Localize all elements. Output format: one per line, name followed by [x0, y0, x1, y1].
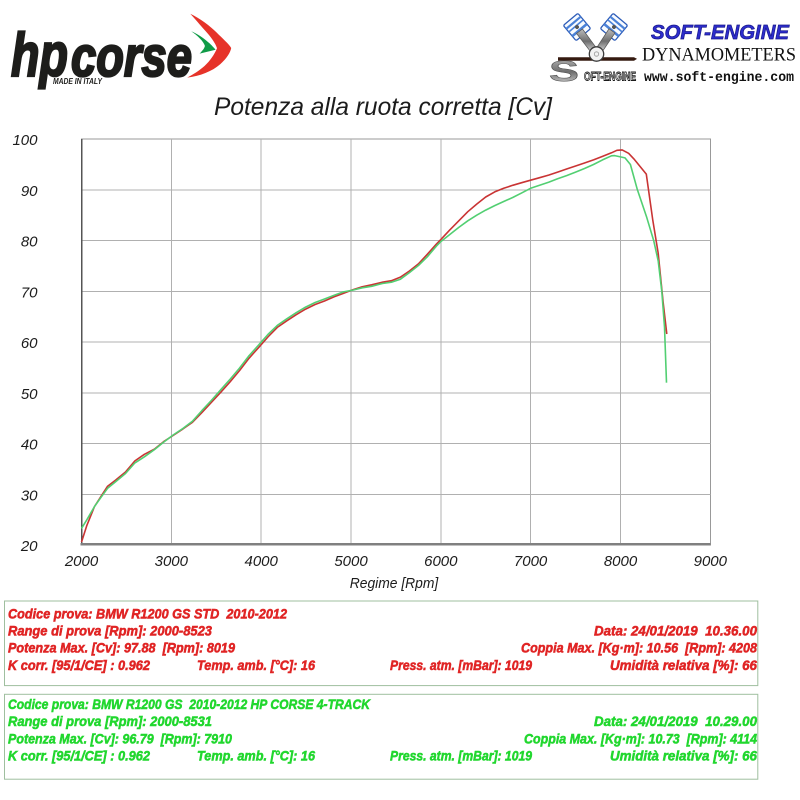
- svg-text:Umidità relativa [%]: 66: Umidità relativa [%]: 66: [610, 747, 757, 763]
- svg-text:7000: 7000: [514, 553, 548, 570]
- svg-text:Data: 24/01/2019 10.29.00: Data: 24/01/2019 10.29.00: [594, 713, 757, 729]
- svg-text:Temp. amb. [°C]: 16: Temp. amb. [°C]: 16: [197, 747, 315, 763]
- svg-text:Regime [Rpm]: Regime [Rpm]: [350, 575, 439, 592]
- svg-text:Range di prova [Rpm]: 2000-852: Range di prova [Rpm]: 2000-8523: [8, 623, 212, 639]
- svg-text:OFT-ENGINE: OFT-ENGINE: [584, 70, 636, 84]
- svg-text:Potenza Max. [Cv]: 96.79 [Rpm: Potenza Max. [Cv]: 96.79 [Rpm]: 7910: [8, 730, 232, 746]
- svg-text:K corr. [95/1/CE] : 0.962: K corr. [95/1/CE] : 0.962: [8, 657, 150, 673]
- svg-text:90: 90: [21, 183, 38, 200]
- svg-text:50: 50: [21, 386, 38, 403]
- svg-text:MADE IN ITALY: MADE IN ITALY: [53, 77, 103, 86]
- svg-text:Codice prova: BMW R1200 GS 20: Codice prova: BMW R1200 GS 2010-2012 HP …: [8, 696, 371, 712]
- svg-text:40: 40: [21, 437, 38, 454]
- svg-text:Coppia Max. [Kg·m]: 10.73 [Rp: Coppia Max. [Kg·m]: 10.73 [Rpm]: 4114: [524, 730, 757, 746]
- svg-text:www.soft-engine.com: www.soft-engine.com: [644, 70, 794, 86]
- svg-text:8000: 8000: [604, 553, 638, 570]
- svg-text:Range di prova [Rpm]: 2000-853: Range di prova [Rpm]: 2000-8531: [8, 713, 212, 729]
- svg-text:20: 20: [20, 538, 38, 555]
- svg-text:Coppia Max. [Kg·m]: 10.56 [Rp: Coppia Max. [Kg·m]: 10.56 [Rpm]: 4208: [521, 640, 757, 656]
- svg-text:SOFT-ENGINE: SOFT-ENGINE: [651, 21, 790, 44]
- svg-text:9000: 9000: [694, 553, 728, 570]
- svg-text:80: 80: [21, 234, 38, 251]
- svg-text:4000: 4000: [245, 553, 279, 570]
- svg-text:Codice prova: BMW R1200 GS STD: Codice prova: BMW R1200 GS STD 2010-2012: [8, 606, 287, 622]
- svg-text:Data: 24/01/2019 10.36.00: Data: 24/01/2019 10.36.00: [594, 623, 757, 639]
- svg-text:70: 70: [21, 284, 38, 301]
- svg-text:3000: 3000: [155, 553, 189, 570]
- svg-text:Potenza Max. [Cv]: 97.88 [Rpm: Potenza Max. [Cv]: 97.88 [Rpm]: 8019: [8, 640, 235, 656]
- svg-text:100: 100: [12, 132, 38, 149]
- svg-text:Temp. amb. [°C]: 16: Temp. amb. [°C]: 16: [197, 657, 315, 673]
- svg-text:corse: corse: [71, 25, 192, 89]
- svg-text:K corr. [95/1/CE] : 0.962: K corr. [95/1/CE] : 0.962: [8, 747, 150, 763]
- svg-text:5000: 5000: [334, 553, 368, 570]
- svg-text:hp: hp: [11, 21, 68, 89]
- svg-text:Press. atm. [mBar]: 1019: Press. atm. [mBar]: 1019: [390, 657, 532, 673]
- svg-text:S: S: [549, 56, 579, 88]
- svg-text:Potenza alla ruota corretta [C: Potenza alla ruota corretta [Cv]: [214, 93, 553, 121]
- svg-text:2000: 2000: [64, 553, 99, 570]
- svg-text:60: 60: [21, 335, 38, 352]
- svg-text:Press. atm. [mBar]: 1019: Press. atm. [mBar]: 1019: [390, 747, 532, 763]
- svg-text:30: 30: [21, 487, 38, 504]
- svg-text:DYNAMOMETERS: DYNAMOMETERS: [642, 46, 796, 66]
- svg-text:Umidità relativa [%]: 66: Umidità relativa [%]: 66: [610, 657, 757, 673]
- svg-text:6000: 6000: [424, 553, 458, 570]
